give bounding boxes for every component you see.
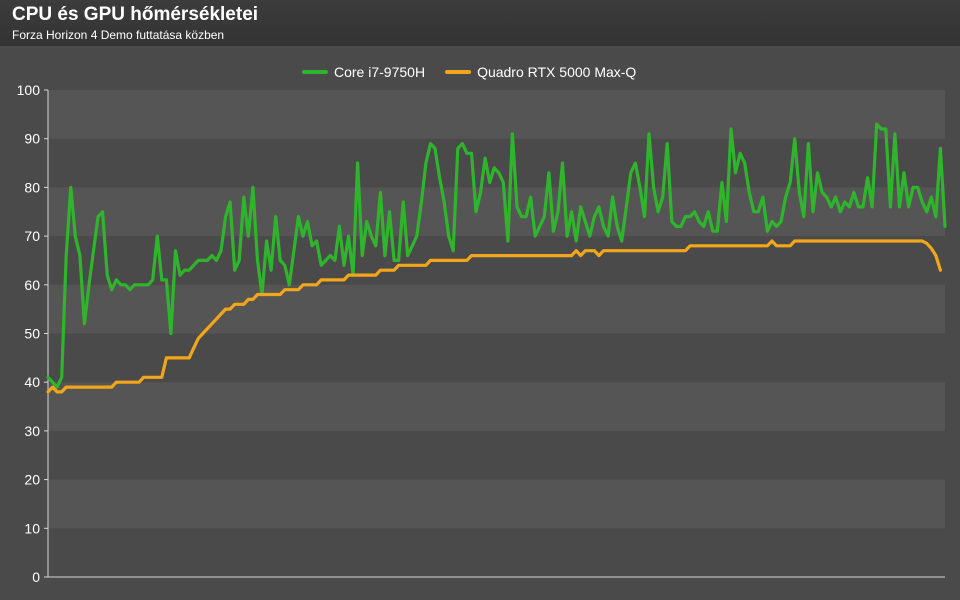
grid-band-70-80 [48,187,945,237]
y-tick-label-100: 100 [17,82,41,98]
grid-band-90-100 [48,90,945,139]
y-tick-label-80: 80 [24,179,40,195]
y-tick-labels: 0 10 20 30 40 50 60 70 80 90 100 [17,82,48,585]
grid-bands [48,90,945,529]
series-lines [46,122,947,394]
y-tick-label-20: 20 [24,472,40,488]
legend: Core i7-9750H Quadro RTX 5000 Max-Q [302,64,636,80]
y-tick-label-90: 90 [24,131,40,147]
grid-band-50-60 [48,284,945,334]
grid-band-10-20 [48,479,945,529]
series-line-cpu [46,122,947,389]
y-tick-label-40: 40 [24,374,40,390]
grid-band-30-40 [48,382,945,431]
chart-header: CPU és GPU hőmérsékletei Forza Horizon 4… [0,0,960,46]
chart-subtitle: Forza Horizon 4 Demo futtatása közben [12,28,225,42]
chart-title: CPU és GPU hőmérsékletei [12,4,259,25]
y-tick-label-30: 30 [24,423,40,439]
y-tick-label-0: 0 [32,569,40,585]
series-line-gpu [46,239,942,394]
legend-label-cpu: Core i7-9750H [334,64,425,80]
y-tick-label-70: 70 [24,228,40,244]
legend-label-gpu: Quadro RTX 5000 Max-Q [477,64,636,80]
y-tick-label-10: 10 [24,520,40,536]
y-tick-label-60: 60 [24,277,40,293]
y-tick-label-50: 50 [24,326,40,342]
